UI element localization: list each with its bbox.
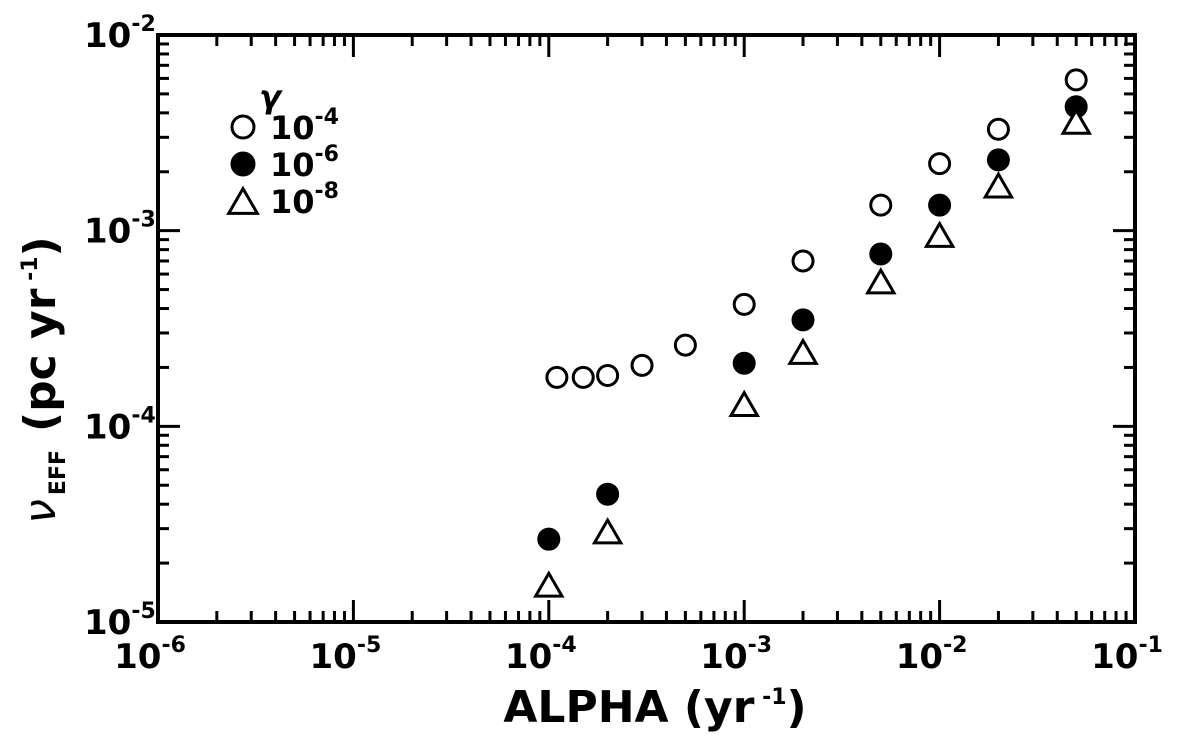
legend-title: γ	[259, 78, 283, 116]
data-point	[537, 527, 561, 551]
y-tick-label: 10-3	[84, 208, 156, 252]
data-point	[791, 308, 815, 332]
y-axis-label: νEFF(pc yr -1)	[15, 236, 71, 523]
legend-item: 10-6	[230, 142, 339, 184]
data-point	[732, 351, 756, 375]
data-point	[986, 148, 1010, 172]
data-point	[1064, 68, 1088, 92]
legend-label: 10-8	[270, 179, 339, 221]
legend-label: 10-4	[270, 105, 339, 147]
data-point	[532, 570, 565, 598]
data-point	[728, 389, 761, 417]
y-tick-label: 10-5	[84, 599, 156, 643]
y-tick-labels: 10-5 10-4 10-3 10-2	[84, 12, 156, 643]
x-tick-label: 10-6	[114, 633, 186, 677]
data-point	[864, 267, 897, 295]
legend-marker	[230, 114, 256, 140]
x-tick-label: 10-3	[700, 633, 772, 677]
x-tick-label: 10-2	[896, 633, 968, 677]
data-point	[928, 193, 952, 217]
data-point	[787, 337, 819, 365]
data-point	[869, 193, 893, 217]
legend-item: 10-4	[230, 105, 339, 147]
y-tick-label: 10-4	[84, 403, 156, 447]
legend-item: 10-8	[226, 179, 339, 221]
data-point	[1060, 107, 1092, 135]
data-point	[571, 365, 595, 389]
data-point	[923, 220, 956, 248]
legend: γ10-410-610-8	[226, 78, 339, 221]
data-point	[596, 482, 620, 506]
data-point	[630, 353, 654, 377]
legend-marker	[230, 151, 256, 177]
data-point	[791, 249, 815, 273]
data-point	[591, 517, 624, 545]
data-point	[732, 292, 756, 316]
data-point	[673, 333, 697, 357]
axis-ticks	[156, 35, 1135, 624]
legend-marker	[226, 185, 260, 215]
data-points	[532, 68, 1092, 598]
series-open-circle	[545, 68, 1088, 389]
plot-frame	[156, 33, 1137, 624]
x-tick-label: 10-1	[1091, 633, 1163, 677]
data-point	[928, 152, 952, 176]
x-tick-label: 10-5	[310, 633, 382, 677]
legend-label: 10-6	[270, 142, 339, 184]
plot-area-border	[156, 33, 1137, 624]
series-open-triangle	[532, 107, 1092, 598]
data-point	[982, 171, 1015, 199]
data-point	[869, 242, 893, 266]
x-axis-label: ALPHA (yr -1)	[503, 682, 806, 733]
data-point	[596, 363, 620, 387]
y-tick-label: 10-2	[84, 12, 156, 56]
series-filled-circle	[537, 95, 1088, 551]
x-tick-label: 10-4	[505, 633, 577, 677]
data-point	[986, 117, 1010, 141]
data-point	[545, 365, 569, 389]
x-tick-labels: 10-6 10-5 10-4 10-3 10-2 10-1	[114, 633, 1163, 677]
